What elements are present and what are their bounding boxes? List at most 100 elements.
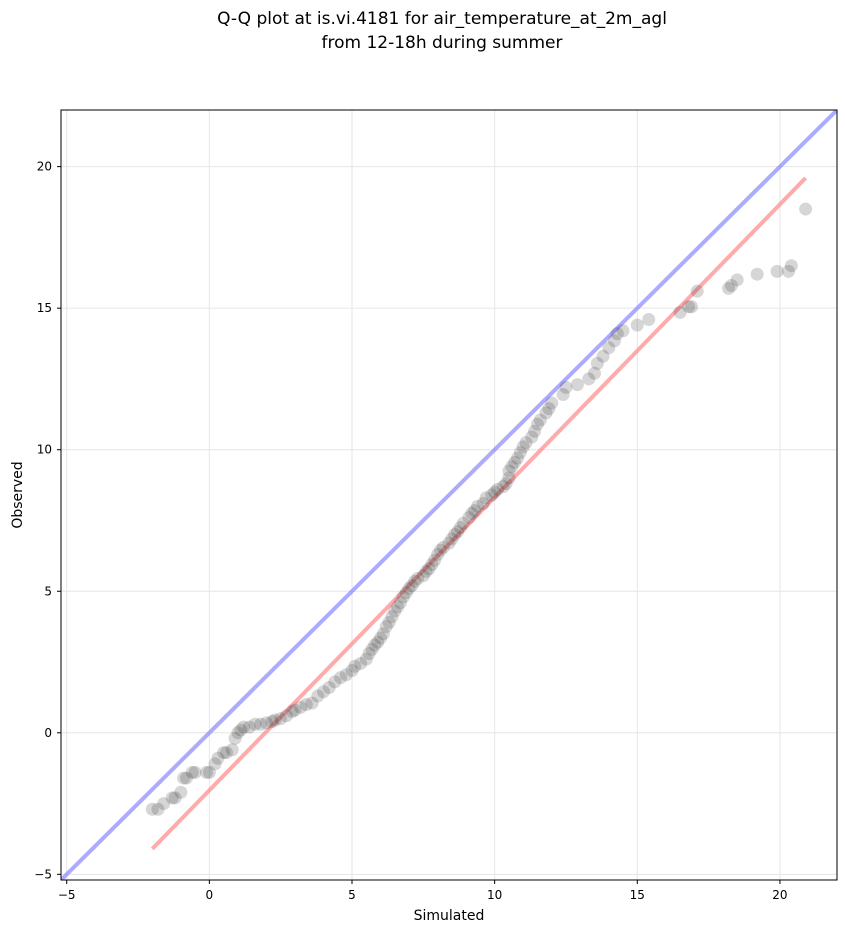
data-point — [316, 685, 330, 699]
x-tick-label: 10 — [487, 888, 502, 902]
data-point — [502, 471, 516, 485]
data-point — [476, 496, 490, 510]
data-point — [525, 430, 539, 444]
x-tick-label: 5 — [348, 888, 356, 902]
data-point — [217, 746, 231, 760]
x-axis-ticks: −5 0 5 10 15 20 — [58, 880, 788, 902]
y-tick-label: 5 — [44, 584, 52, 598]
data-point — [499, 477, 513, 491]
data-point — [513, 446, 527, 460]
grid — [61, 110, 837, 880]
data-point — [422, 562, 436, 576]
y-tick-label: 10 — [37, 443, 52, 457]
data-point — [642, 312, 656, 326]
data-point — [402, 581, 416, 595]
data-point — [582, 372, 596, 386]
data-point — [388, 604, 402, 618]
data-point — [782, 264, 795, 278]
data-point — [322, 681, 336, 694]
data-point — [359, 652, 373, 666]
data-point — [168, 791, 182, 805]
data-point — [354, 656, 368, 670]
data-point — [177, 771, 191, 785]
data-point — [431, 547, 445, 561]
data-point — [596, 349, 610, 363]
x-tick-label: 0 — [206, 888, 214, 902]
data-point — [488, 485, 502, 499]
y-axis-ticks: −5 0 5 10 15 20 — [34, 160, 61, 881]
data-point — [374, 631, 388, 645]
data-point — [519, 436, 533, 450]
data-point — [151, 802, 165, 816]
data-point — [180, 771, 194, 785]
data-point — [479, 491, 493, 505]
data-point — [399, 586, 413, 600]
data-point — [462, 511, 476, 525]
data-point — [411, 572, 425, 586]
data-point — [724, 279, 738, 293]
data-point — [528, 424, 542, 438]
data-point — [294, 700, 308, 714]
data-point — [425, 557, 439, 571]
y-tick-label: 0 — [44, 726, 52, 740]
data-point — [185, 765, 199, 779]
data-point — [673, 305, 687, 319]
data-point — [279, 709, 293, 723]
data-point — [405, 579, 419, 593]
data-point — [231, 726, 245, 740]
data-point — [542, 402, 556, 416]
data-point — [453, 521, 467, 535]
data-point — [376, 627, 390, 641]
data-point — [505, 460, 519, 474]
data-points — [145, 202, 813, 816]
chart-title-line-2: from 12-18h during summer — [322, 33, 563, 53]
data-point — [234, 723, 248, 737]
data-point — [362, 647, 376, 661]
x-tick-label: 20 — [772, 888, 787, 902]
data-point — [456, 516, 470, 530]
data-point — [770, 264, 784, 278]
data-point — [588, 366, 601, 380]
data-point — [328, 675, 342, 689]
data-point — [491, 482, 504, 496]
data-point — [419, 564, 433, 578]
chart-title-line-1: Q-Q plot at is.vi.4181 for air_temperatu… — [217, 9, 667, 29]
data-point — [750, 267, 764, 281]
data-point — [288, 703, 302, 717]
data-point — [722, 281, 736, 295]
x-axis-label: Simulated — [414, 908, 485, 924]
data-point — [448, 528, 462, 542]
data-point — [530, 417, 544, 431]
data-point — [391, 600, 405, 614]
data-point — [174, 785, 188, 799]
data-point — [516, 440, 530, 454]
data-point — [533, 413, 547, 427]
identity-line — [61, 110, 837, 880]
data-point — [339, 668, 353, 682]
x-tick-label: −5 — [58, 888, 76, 902]
data-point — [334, 671, 348, 685]
data-point — [451, 525, 465, 539]
plot-frame — [60, 109, 838, 881]
data-point — [630, 318, 644, 332]
data-point — [254, 717, 268, 731]
data-point — [345, 664, 359, 678]
data-point — [496, 480, 510, 494]
data-point — [616, 324, 630, 338]
data-point — [436, 540, 450, 554]
data-point — [445, 532, 459, 546]
data-point — [502, 464, 516, 478]
data-point — [368, 638, 382, 652]
data-point — [545, 396, 559, 410]
data-point — [433, 543, 447, 557]
data-point — [602, 341, 616, 355]
data-point — [285, 705, 299, 719]
data-point — [408, 574, 422, 588]
data-point — [145, 802, 159, 816]
reference-lines — [61, 110, 837, 880]
data-point — [428, 553, 442, 567]
data-point — [539, 406, 553, 420]
y-tick-label: 15 — [37, 301, 52, 315]
data-point — [311, 689, 325, 703]
